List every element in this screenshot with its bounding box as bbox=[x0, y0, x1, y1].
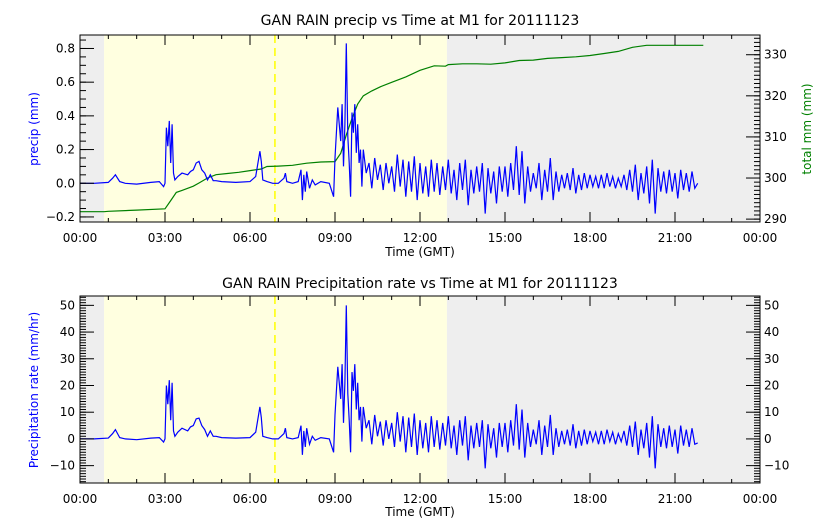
precip-plot-title: GAN RAIN precip vs Time at M1 for 201111… bbox=[261, 13, 580, 29]
y-tick-label: 50 bbox=[60, 298, 75, 312]
x-tick-label: 09:00 bbox=[318, 231, 353, 245]
precip-line bbox=[80, 43, 699, 214]
y-axis-ticks: −10 0 10 20 30 40 50 bbox=[50, 296, 94, 483]
y2-tick-label: 310 bbox=[764, 130, 787, 144]
y-tick-label: 0.2 bbox=[56, 143, 75, 157]
y-tick-label: 0.0 bbox=[56, 176, 75, 190]
y-axis-ticks: −0.2 0.0 0.2 0.4 0.6 0.8 bbox=[46, 39, 94, 224]
x-tick-label: 18:00 bbox=[573, 231, 608, 245]
x-tick-label: 15:00 bbox=[488, 492, 523, 506]
x-tick-label: 21:00 bbox=[658, 492, 693, 506]
x-tick-label: 12:00 bbox=[403, 492, 438, 506]
total-mm-line bbox=[80, 44, 704, 213]
y-tick-label: 10 bbox=[60, 405, 75, 419]
y2-tick-label: 320 bbox=[764, 89, 787, 103]
y2-axis-ticks: −10 0 10 20 30 40 50 bbox=[746, 296, 789, 483]
x-tick-label: 15:00 bbox=[488, 231, 523, 245]
x-tick-label: 03:00 bbox=[148, 231, 183, 245]
precip-rate-plot-title: GAN RAIN Precipitation rate vs Time at M… bbox=[222, 276, 618, 292]
x-tick-label: 00:00 bbox=[63, 231, 98, 245]
x-tick-label: 03:00 bbox=[148, 492, 183, 506]
precip-rate-plot: GAN RAIN Precipitation rate vs Time at M… bbox=[27, 276, 789, 519]
y2-tick-label: 0 bbox=[764, 432, 772, 446]
y-tick-label: 0.6 bbox=[56, 75, 75, 89]
x-axis-label: Time (GMT) bbox=[384, 505, 455, 519]
x-axis-ticks: 00:00 03:00 06:00 09:00 12:00 15:00 18:00 21:00… bbox=[63, 296, 778, 506]
y2-tick-label: 10 bbox=[764, 405, 779, 419]
x-tick-label: 00:00 bbox=[743, 231, 778, 245]
y2-tick-label: 50 bbox=[764, 298, 779, 312]
y-tick-label: −10 bbox=[50, 459, 75, 473]
y-tick-label: 30 bbox=[60, 352, 75, 366]
y-tick-label: 20 bbox=[60, 378, 75, 392]
x-tick-label: 00:00 bbox=[63, 492, 98, 506]
night-shade-region bbox=[80, 35, 105, 222]
x-axis-ticks: 00:00 03:00 06:00 09:00 12:00 15:00 18:00 21:00… bbox=[63, 35, 778, 245]
y2-tick-label: −10 bbox=[764, 459, 789, 473]
night-shade-region bbox=[446, 35, 760, 222]
precip-rate-line bbox=[80, 305, 698, 469]
y2-tick-label: 300 bbox=[764, 171, 787, 185]
y2-tick-label: 30 bbox=[764, 352, 779, 366]
x-tick-label: 09:00 bbox=[318, 492, 353, 506]
x-tick-label: 06:00 bbox=[233, 492, 268, 506]
x-tick-label: 06:00 bbox=[233, 231, 268, 245]
y-tick-label: 0.8 bbox=[56, 41, 75, 55]
y-axis-label: precip (mm) bbox=[27, 92, 41, 166]
day-night-shading bbox=[80, 296, 760, 483]
y-tick-label: 40 bbox=[60, 325, 75, 339]
y-tick-label: −0.2 bbox=[46, 210, 75, 224]
x-tick-label: 12:00 bbox=[403, 231, 438, 245]
y2-axis-label: total mm (mm) bbox=[800, 83, 814, 174]
y2-tick-label: 330 bbox=[764, 48, 787, 62]
x-tick-label: 18:00 bbox=[573, 492, 608, 506]
y2-tick-label: 40 bbox=[764, 325, 779, 339]
y2-tick-label: 20 bbox=[764, 378, 779, 392]
night-shade-region bbox=[446, 296, 760, 483]
y-axis-label: Precipitation rate (mm/hr) bbox=[27, 312, 41, 468]
y-tick-label: 0.4 bbox=[56, 109, 75, 123]
day-night-shading bbox=[80, 35, 760, 222]
x-tick-label: 00:00 bbox=[743, 492, 778, 506]
y2-tick-label: 290 bbox=[764, 212, 787, 226]
x-axis-label: Time (GMT) bbox=[384, 245, 455, 259]
x-tick-label: 21:00 bbox=[658, 231, 693, 245]
y-tick-label: 0 bbox=[67, 432, 75, 446]
precip-plot: GAN RAIN precip vs Time at M1 for 201111… bbox=[27, 13, 814, 259]
y2-axis-ticks: 290 300 310 320 330 bbox=[746, 37, 787, 226]
